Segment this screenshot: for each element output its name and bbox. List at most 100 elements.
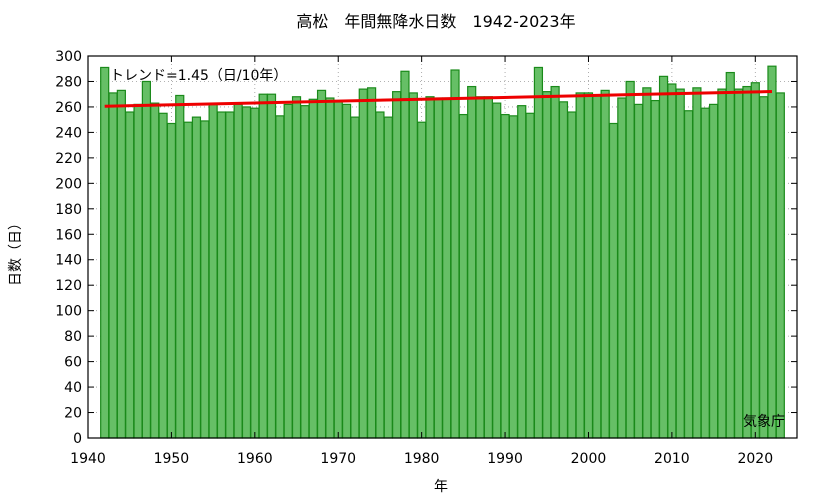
bar [467,85,477,439]
y-tick-label: 0 [73,431,82,447]
bar [158,112,168,439]
bar [759,96,769,439]
bar [358,88,368,439]
bar [533,66,544,439]
y-tick-label: 300 [55,49,82,65]
x-tick-label: 2010 [654,451,690,467]
x-tick-label: 1990 [487,451,523,467]
y-tick-label: 240 [55,125,82,141]
bar [683,110,694,439]
bar [667,83,677,439]
bar [592,94,602,439]
bar [308,98,318,439]
bar [366,87,377,439]
y-axis-label: 日数（日） [8,216,24,286]
bar [133,103,143,439]
plot-frame [87,55,798,439]
bar [575,92,585,439]
bar [316,89,327,439]
y-axis: 0 20 40 60 80 100 120 140 160 180 200 220 240 260 280 3… [55,49,797,447]
bar [433,97,443,439]
bar [108,92,118,439]
bar [425,96,435,439]
x-axis-label: 年 [434,479,448,495]
y-tick-label: 220 [55,151,82,167]
bar [175,94,185,439]
x-tick-label: 2000 [571,451,607,467]
bar [341,103,352,439]
y-tick-label: 100 [55,304,82,320]
bar [725,71,735,439]
bar [225,111,235,439]
bar [208,103,218,439]
bar [734,88,744,439]
bar [283,103,293,439]
bar [392,91,402,439]
bar [300,105,310,439]
y-tick-label: 40 [64,380,82,396]
bar [275,115,285,439]
y-tick-label: 200 [55,176,82,192]
y-tick-label: 80 [64,329,82,345]
bar [333,99,343,439]
bar [291,96,302,439]
bar [442,97,452,439]
bar [525,112,535,439]
bar [617,97,627,439]
bar [475,96,485,439]
x-tick-label: 2020 [737,451,773,467]
bar [483,96,493,439]
bar [608,122,619,439]
bar [542,91,552,439]
bar [125,111,135,439]
bar [567,111,577,439]
y-tick-label: 160 [55,227,82,243]
bar [116,89,126,439]
bar [233,103,243,439]
bar [650,99,660,439]
bar [500,113,510,439]
x-tick-label: 1960 [237,451,273,467]
bar [250,107,260,439]
bar [408,92,418,439]
bar [141,80,151,439]
bar [767,65,777,439]
bar [658,75,669,439]
y-tick-label: 180 [55,202,82,218]
x-tick-label: 1970 [320,451,356,467]
bar [742,85,752,439]
watermark: 気象庁 [743,414,785,430]
y-tick-label: 60 [64,355,82,371]
bar [600,89,610,439]
bar [708,103,719,439]
x-axis: 1940 1950 1960 1970 1980 1990 2000 2010 2020 [70,56,773,467]
bar [558,101,569,439]
bar [417,121,427,439]
y-tick-label: 20 [64,406,82,422]
bar [325,97,335,439]
bars [100,65,785,439]
bar [633,103,644,439]
bar [241,106,252,439]
bar [775,92,785,439]
bar [150,102,160,439]
bar [400,70,410,439]
x-tick-label: 1950 [154,451,190,467]
y-tick-label: 260 [55,100,82,116]
bar [450,69,460,439]
bar [200,120,210,439]
trend-line [104,90,773,108]
bar [550,85,560,439]
y-tick-label: 280 [55,74,82,90]
chart-title: 高松 年間無降水日数 1942-2023年 [296,12,575,31]
bar [583,92,594,439]
bar [458,113,468,439]
bar [183,121,193,439]
bar [642,87,652,439]
x-tick-label: 1980 [404,451,440,467]
bar [216,111,227,439]
bar [717,88,727,439]
y-tick-label: 120 [55,278,82,294]
bar [375,111,385,439]
